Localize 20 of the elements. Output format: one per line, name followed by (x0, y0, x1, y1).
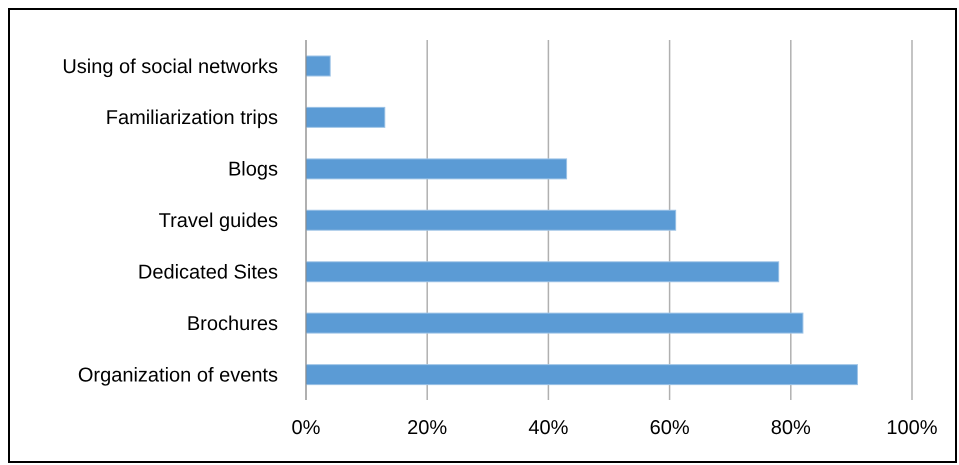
y-tick-label: Blogs (228, 158, 278, 181)
y-tick-label: Dedicated Sites (138, 262, 278, 284)
y-tick-label: Travel guides (158, 210, 278, 232)
bar (306, 364, 858, 386)
y-tick-label: Familiarization trips (106, 107, 278, 130)
bar (306, 158, 568, 180)
x-tick-label: 80% (770, 417, 812, 440)
x-tick-label: 40% (528, 417, 569, 440)
y-tick-label: Brochures (186, 312, 278, 335)
bar (306, 106, 386, 128)
bar (306, 261, 780, 282)
x-tick-label: 20% (407, 417, 448, 440)
y-tick-label: Organization of events (78, 364, 278, 386)
bar (306, 56, 331, 76)
y-tick-label: Using of social networks (62, 56, 278, 78)
bar (306, 210, 676, 231)
x-tick-label: 60% (650, 417, 690, 440)
bar (306, 312, 804, 334)
x-tick-label: 0% (292, 417, 321, 440)
x-tick-label: 100% (886, 417, 938, 440)
